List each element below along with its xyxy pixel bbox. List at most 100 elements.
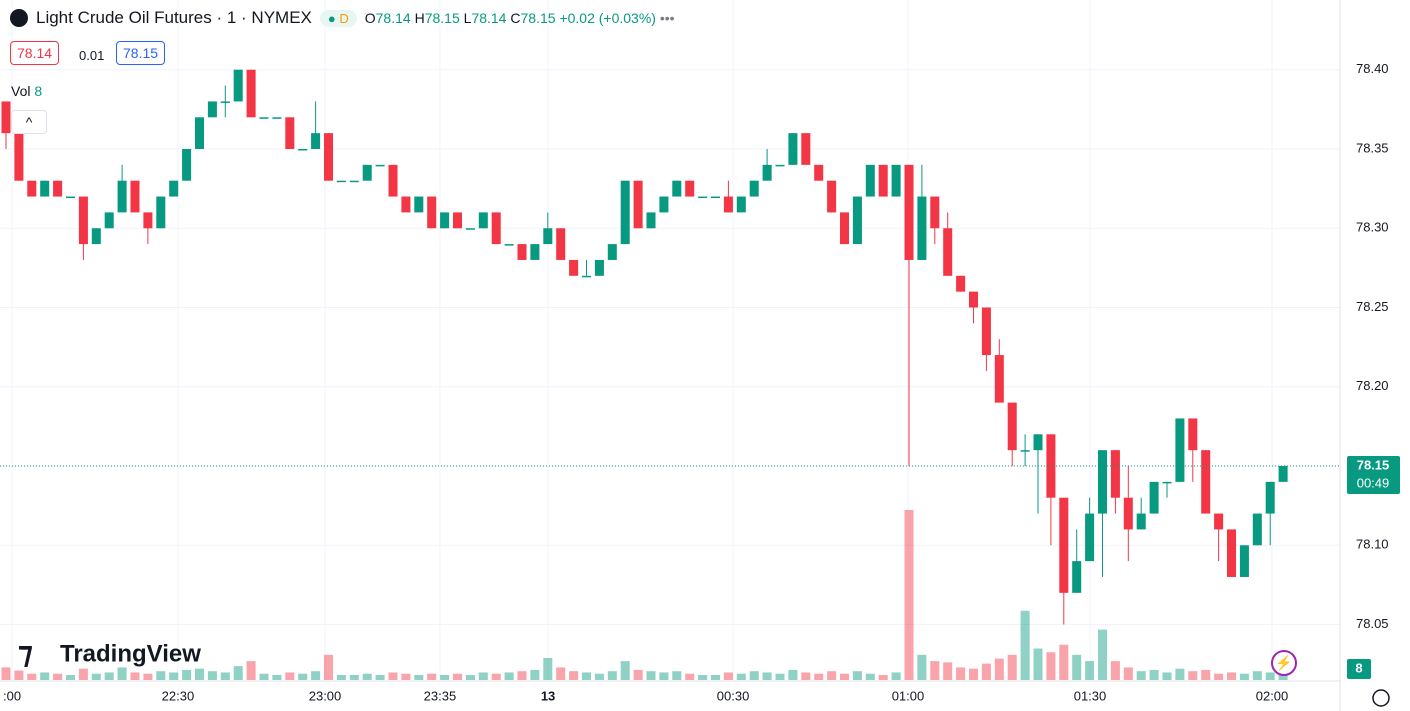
volume-bar bbox=[130, 672, 140, 680]
volume-bar bbox=[569, 671, 579, 680]
candle-body bbox=[1162, 481, 1172, 484]
h-value: 78.15 bbox=[424, 10, 460, 26]
candle-body bbox=[1020, 450, 1030, 452]
legend: Light Crude Oil Futures · 1 · NYMEX ● D … bbox=[10, 8, 675, 28]
volume-bar bbox=[930, 661, 940, 680]
volume-bar bbox=[594, 673, 604, 680]
volume-bar bbox=[40, 672, 50, 680]
volume-bar bbox=[504, 672, 514, 680]
x-tick-label: 02:00 bbox=[1256, 688, 1289, 703]
x-tick-label: :00 bbox=[3, 688, 21, 703]
candle-body bbox=[130, 180, 140, 213]
o-value: 78.14 bbox=[375, 10, 411, 26]
candle-body bbox=[852, 196, 862, 245]
volume-bar bbox=[246, 661, 256, 680]
settings-button[interactable] bbox=[1372, 689, 1390, 707]
volume-bar bbox=[775, 673, 785, 680]
candle-body bbox=[556, 228, 566, 260]
x-tick-label: 23:00 bbox=[309, 688, 342, 703]
volume-bar bbox=[1097, 629, 1108, 680]
volume-bar bbox=[1136, 671, 1146, 680]
candle-body bbox=[207, 101, 217, 118]
volume-bar bbox=[1020, 610, 1030, 680]
volume-bar bbox=[1226, 672, 1237, 680]
collapse-button[interactable]: ^ bbox=[11, 110, 47, 134]
candle-body bbox=[1123, 497, 1133, 530]
symbol: Light Crude Oil Futures · 1 · NYMEX bbox=[36, 8, 312, 27]
volume-bar bbox=[1214, 673, 1224, 680]
candle-body bbox=[1239, 545, 1249, 577]
flash-button[interactable] bbox=[1271, 650, 1297, 676]
candle-body bbox=[775, 164, 785, 167]
candle-body bbox=[1007, 402, 1017, 451]
candle-body bbox=[414, 196, 424, 213]
volume-bar bbox=[1265, 672, 1275, 680]
candle-body bbox=[1265, 481, 1275, 514]
candle-body bbox=[517, 244, 527, 260]
volume-bar bbox=[285, 672, 295, 680]
candle-body bbox=[220, 101, 230, 103]
bid-button[interactable]: 78.14 bbox=[10, 41, 60, 65]
volume-bar bbox=[1188, 671, 1198, 680]
candle-body bbox=[930, 196, 940, 229]
candle-body bbox=[646, 212, 656, 229]
volume-bar bbox=[878, 674, 888, 680]
volume-bar bbox=[1110, 661, 1120, 680]
volume-bar bbox=[78, 668, 88, 680]
volume-bar bbox=[633, 669, 643, 680]
candle-body bbox=[659, 196, 669, 213]
candle-body bbox=[478, 212, 488, 229]
volume-bar bbox=[1162, 672, 1172, 680]
volume-bar bbox=[943, 662, 953, 680]
candle-body bbox=[14, 133, 24, 181]
candle-body bbox=[427, 196, 437, 229]
o-label: O bbox=[364, 10, 376, 26]
volume-bar bbox=[839, 673, 850, 680]
badge: ● D bbox=[319, 9, 357, 27]
candle-body bbox=[698, 196, 708, 199]
candle-body bbox=[672, 180, 682, 197]
volume-bar bbox=[478, 672, 488, 680]
x-tick-label: 22:30 bbox=[162, 688, 195, 703]
candle-body bbox=[182, 148, 192, 181]
y-tick-label: 78.35 bbox=[1356, 140, 1389, 155]
candle-body bbox=[1033, 434, 1043, 451]
volume-bar bbox=[956, 667, 966, 680]
candle-body bbox=[762, 164, 772, 181]
ask-button[interactable]: 78.15 bbox=[116, 41, 166, 65]
candle-body bbox=[78, 196, 88, 245]
vol-label: Vol bbox=[11, 83, 31, 99]
y-tick-label: 78.40 bbox=[1356, 61, 1389, 76]
volume-bar bbox=[491, 673, 501, 680]
candle-body bbox=[465, 228, 475, 230]
candle-body bbox=[723, 196, 733, 213]
volume-bar bbox=[452, 673, 463, 680]
candle-body bbox=[1097, 450, 1108, 514]
axes: :00 22:30 23:00 23:35 13 00:30 01:00 01:30 02:00… bbox=[3, 61, 1400, 703]
volume-last-label: 8 bbox=[1355, 660, 1362, 675]
volume-bar bbox=[1, 667, 11, 680]
volume-bar bbox=[852, 671, 862, 680]
volume-bar bbox=[517, 671, 527, 680]
volume-bar bbox=[427, 673, 437, 680]
volume-bar bbox=[710, 674, 721, 680]
volume-bar bbox=[1175, 668, 1185, 680]
candle-body bbox=[736, 196, 746, 213]
candle-body bbox=[117, 180, 127, 213]
volume-bar bbox=[723, 672, 733, 680]
candle-body bbox=[530, 244, 540, 260]
candle-body bbox=[994, 355, 1004, 403]
candle-body bbox=[233, 69, 243, 102]
volume-bar bbox=[272, 674, 282, 680]
volume-bar bbox=[646, 671, 656, 680]
candle-body bbox=[569, 259, 579, 276]
candle-body bbox=[801, 133, 811, 165]
ohlc: O78.14 H78.15 L78.14 C78.15 +0.02 (+0.03… bbox=[364, 10, 675, 26]
volume-bar bbox=[117, 667, 127, 680]
candle-body bbox=[956, 275, 966, 292]
candle-body bbox=[40, 180, 50, 197]
volume-bar bbox=[607, 671, 617, 680]
volume-bar bbox=[401, 673, 411, 680]
volume-bar bbox=[65, 674, 76, 680]
